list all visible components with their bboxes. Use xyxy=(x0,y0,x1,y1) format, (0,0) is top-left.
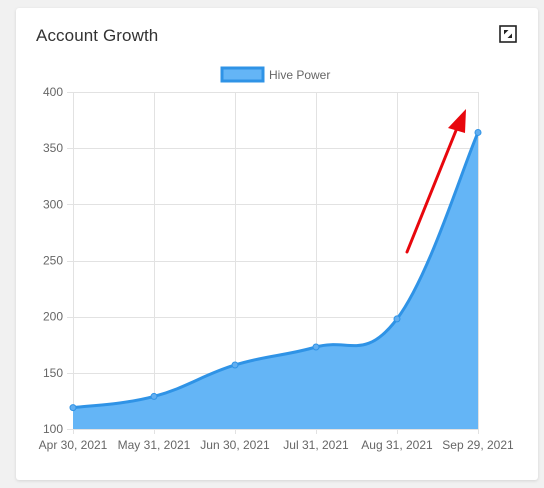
card-title: Account Growth xyxy=(36,26,159,45)
annotation-arrow-shaft xyxy=(405,126,459,254)
y-tick-label: 200 xyxy=(43,310,63,324)
y-tick-label: 150 xyxy=(43,366,63,380)
x-tick-label: Aug 31, 2021 xyxy=(361,438,433,452)
y-axis-ticks: 100 150 200 250 300 350 400 xyxy=(43,85,63,436)
series-area-fill xyxy=(73,132,478,429)
data-point xyxy=(393,315,401,323)
x-tick-label: Sep 29, 2021 xyxy=(442,438,514,452)
data-point xyxy=(150,392,158,400)
x-tick-label: Apr 30, 2021 xyxy=(39,438,108,452)
x-tick-label: May 31, 2021 xyxy=(118,438,191,452)
annotation xyxy=(405,109,466,254)
y-tick-label: 350 xyxy=(43,141,63,155)
y-tick-label: 300 xyxy=(43,197,63,211)
data-point xyxy=(69,404,77,412)
data-point xyxy=(312,343,320,351)
x-tick-label: Jul 31, 2021 xyxy=(283,438,349,452)
legend: Hive Power xyxy=(220,66,330,83)
data-points xyxy=(69,128,482,412)
legend-swatch xyxy=(220,66,265,83)
area-series xyxy=(72,131,480,429)
expand-icon[interactable] xyxy=(499,25,517,43)
x-tick-label: Jun 30, 2021 xyxy=(200,438,270,452)
annotation-arrow-head xyxy=(448,109,466,133)
y-tick-label: 250 xyxy=(43,254,63,268)
y-tick-label: 400 xyxy=(43,85,63,99)
y-tick-label: 100 xyxy=(43,422,63,436)
data-point xyxy=(231,361,239,369)
legend-label: Hive Power xyxy=(269,68,330,82)
data-point xyxy=(474,128,482,136)
grid-lines xyxy=(67,92,479,434)
x-axis-ticks: Apr 30, 2021 May 31, 2021 Jun 30, 2021 Jul … xyxy=(39,438,514,452)
